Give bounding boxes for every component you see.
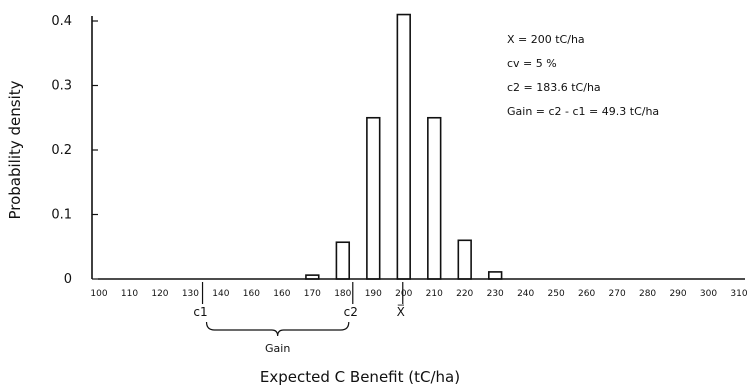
gain-brace	[205, 321, 350, 337]
x-tick-label: 180	[334, 289, 351, 299]
marker-label: c2	[344, 305, 358, 319]
y-tick-label: 0.1	[51, 208, 72, 223]
x-tick-label: 100	[90, 289, 107, 299]
y-tick-label: 0.2	[51, 143, 72, 158]
marker-label: c1	[193, 305, 207, 319]
x-tick-label: 160	[273, 289, 290, 299]
x-tick-label: 230	[487, 289, 504, 299]
y-tick-label: 0	[64, 272, 72, 287]
bars	[305, 13, 503, 280]
markers: c1 c2 X̅ Gain	[193, 282, 405, 355]
gain-label: Gain	[265, 342, 290, 355]
histogram-bar	[427, 116, 442, 280]
x-tick-label: 310	[730, 289, 747, 299]
annotation-text: X = 200 tC/ha	[507, 33, 585, 46]
y-axis-label: Probability density	[6, 80, 24, 219]
x-tick-label: 120	[151, 289, 168, 299]
x-tick-labels: 100 110 120 130 140 160 160 170 180 190 200 210 220 2…	[90, 289, 747, 299]
annotations: X = 200 tC/ha cv = 5 % c2 = 183.6 tC/ha Gai…	[507, 33, 659, 118]
x-tick-label: 110	[121, 289, 138, 299]
y-tick-label: 0.3	[51, 79, 72, 94]
x-tick-label: 140	[212, 289, 229, 299]
x-tick-label: 280	[639, 289, 656, 299]
annotation-text: Gain = c2 - c1 = 49.3 tC/ha	[507, 105, 659, 118]
x-tick-label: 170	[304, 289, 321, 299]
y-tick-labels: 0 0.1 0.2 0.3 0.4	[51, 14, 72, 287]
histogram-bar	[396, 13, 411, 280]
histogram-bar	[487, 271, 503, 280]
x-tick-label: 290	[669, 289, 686, 299]
x-tick-label: 130	[182, 289, 199, 299]
x-tick-label: 250	[548, 289, 565, 299]
x-tick-label: 260	[578, 289, 595, 299]
x-tick-label: 200	[395, 289, 412, 299]
x-tick-label: 270	[609, 289, 626, 299]
x-tick-label: 240	[517, 289, 534, 299]
x-tick-label: 300	[700, 289, 717, 299]
annotation-text: c2 = 183.6 tC/ha	[507, 81, 601, 94]
marker-label: X̅	[397, 304, 405, 319]
y-tick-label: 0.4	[51, 14, 72, 29]
x-tick-label: 160	[243, 289, 260, 299]
x-axis-label: Expected C Benefit (tC/ha)	[260, 368, 460, 386]
axes	[91, 16, 745, 280]
x-tick-label: 190	[365, 289, 382, 299]
histogram-bar	[335, 241, 351, 280]
x-tick-label: 220	[456, 289, 473, 299]
histogram-bar	[366, 116, 381, 280]
histogram-bar	[457, 239, 472, 280]
annotation-text: cv = 5 %	[507, 57, 557, 70]
x-tick-label: 210	[426, 289, 443, 299]
